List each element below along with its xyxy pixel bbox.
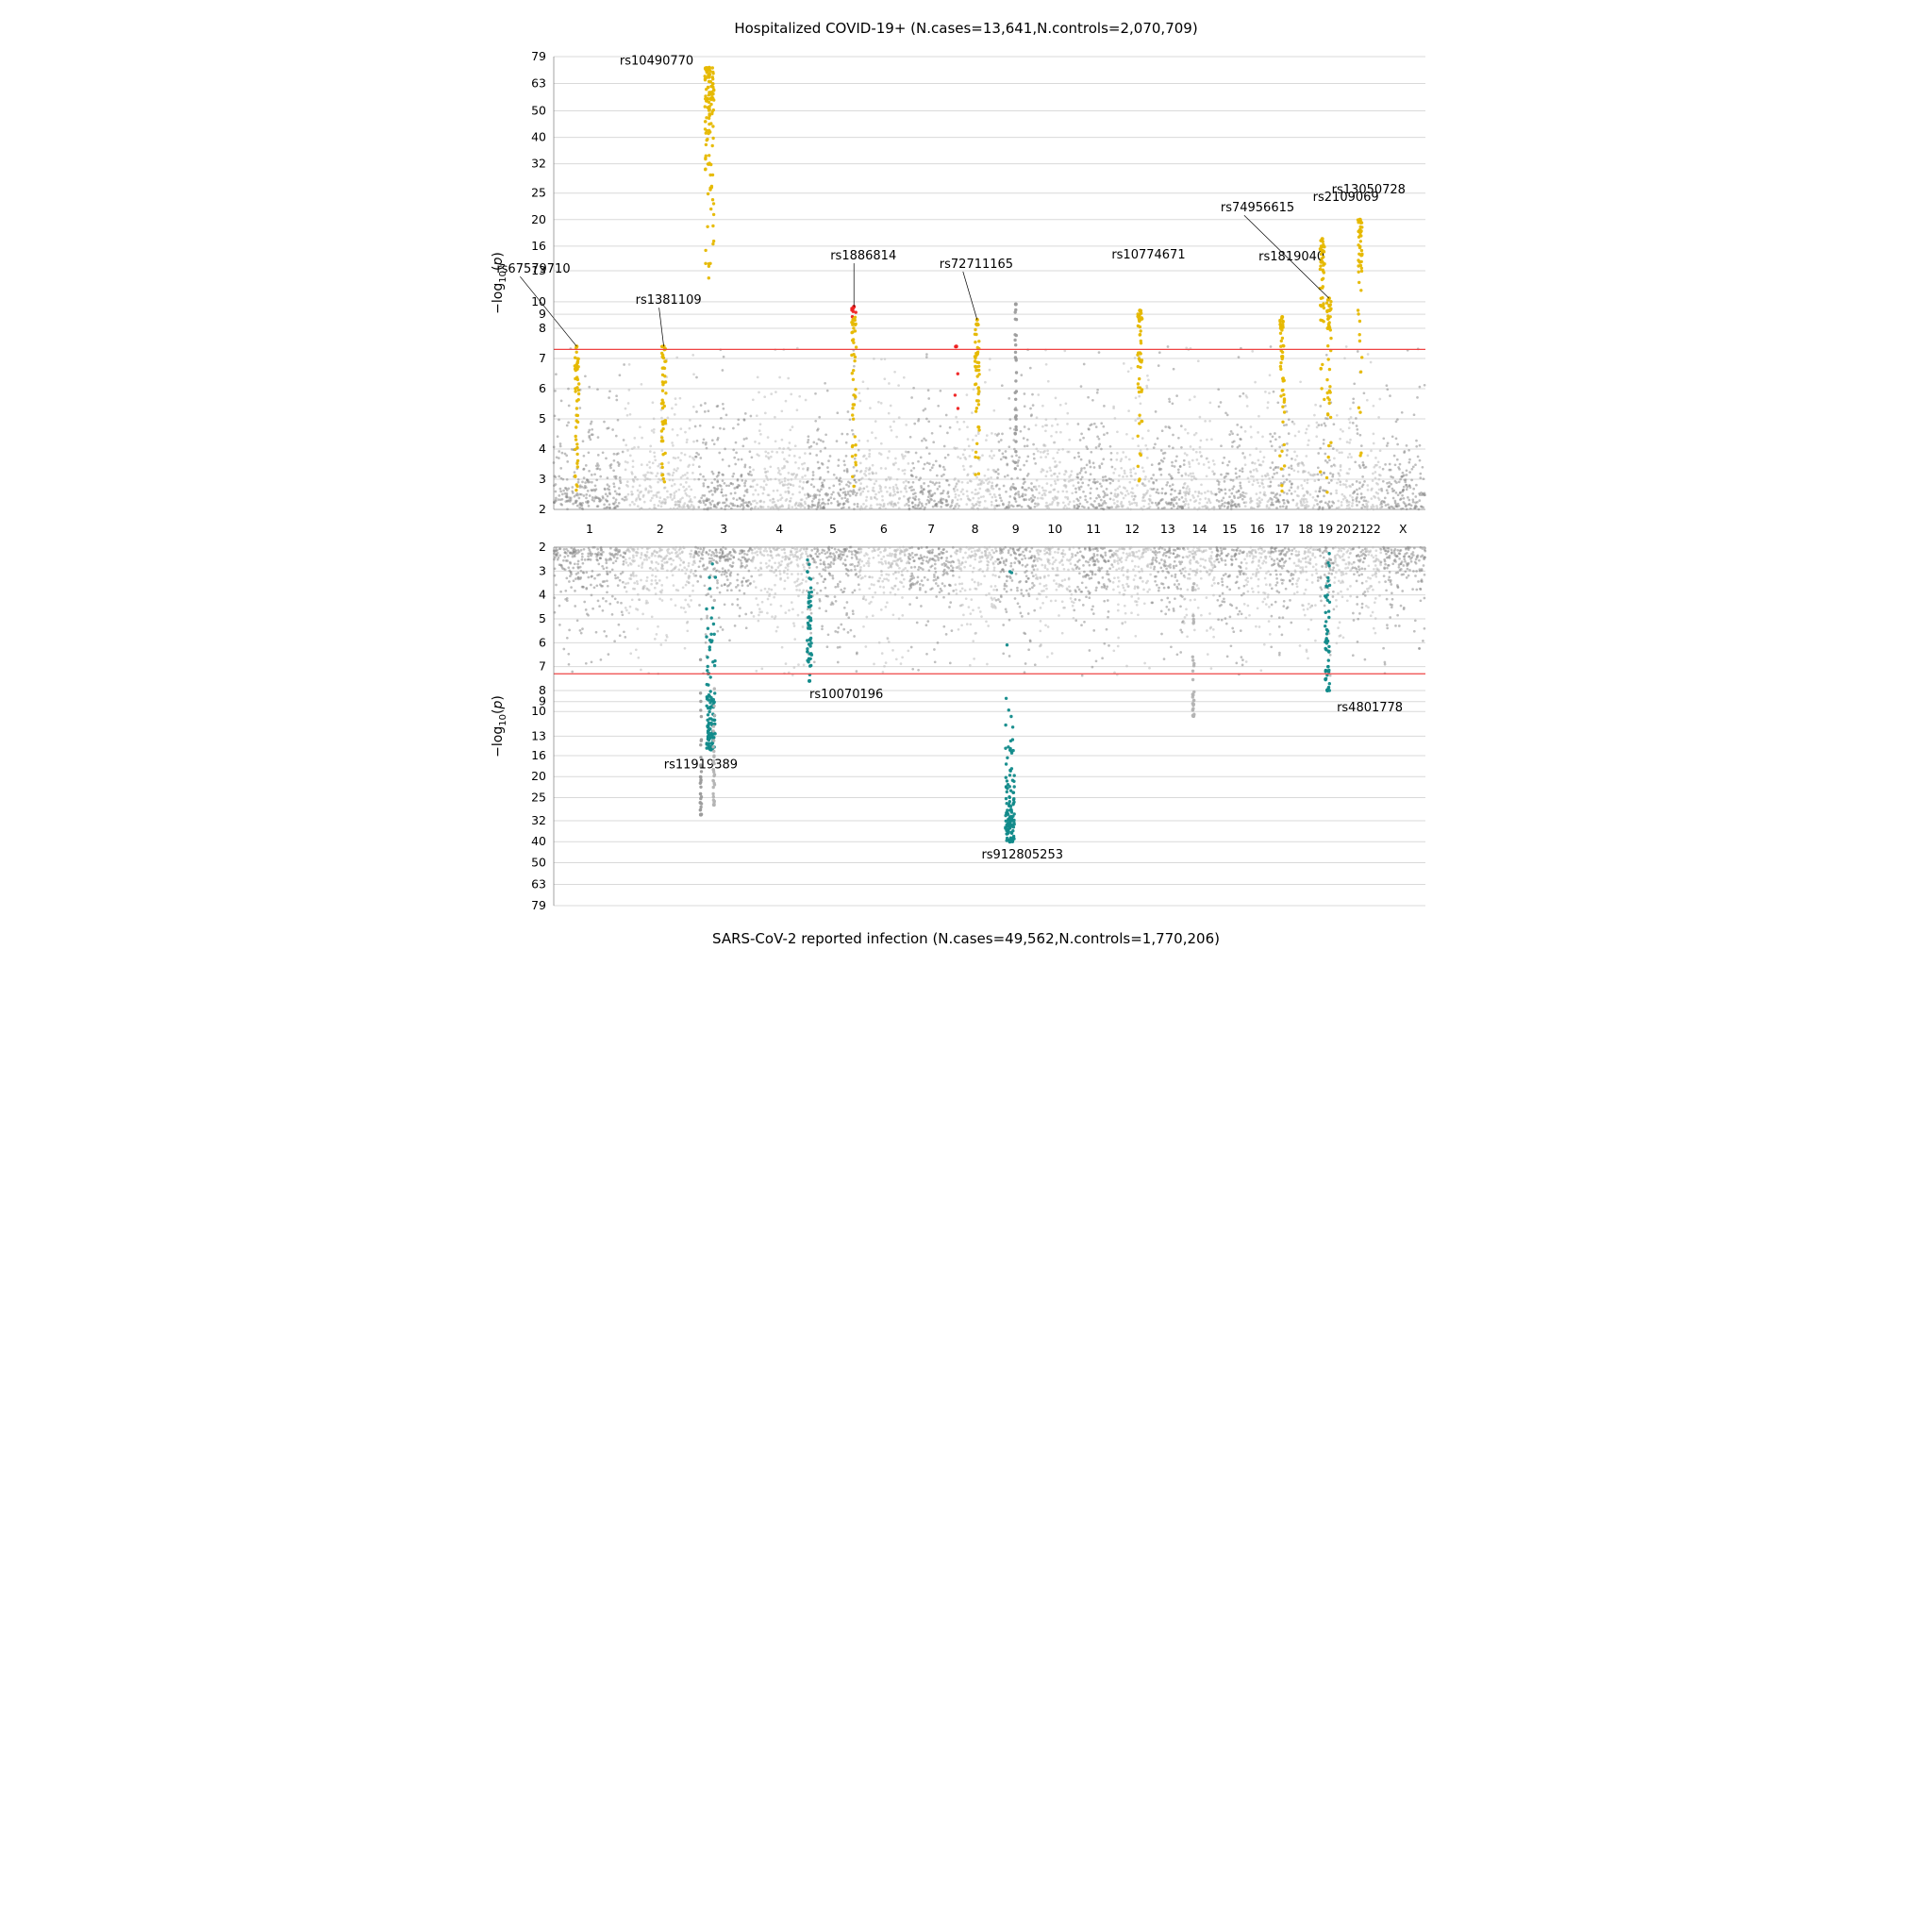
chromosome-tick: 21 [1352,522,1367,536]
chromosome-tick: 22 [1366,522,1381,536]
snp-label: rs13050728 [1332,183,1406,197]
y-tick-top: 5 [539,411,546,425]
chromosome-tick: 10 [1047,522,1062,536]
chromosome-tick: 13 [1160,522,1175,536]
figure-container: Hospitalized COVID-19+ (N.cases=13,641,N… [483,0,1449,966]
y-tick-bottom: 79 [531,898,546,912]
chromosome-tick: 6 [880,522,888,536]
snp-label: rs1886814 [830,249,896,263]
y-tick-top: 32 [531,157,546,171]
y-axis-label: −log10(p) [491,695,508,758]
y-tick-bottom: 40 [531,834,546,848]
y-tick-bottom: 13 [531,728,546,742]
snp-label: rs72711165 [940,258,1013,272]
snp-label: rs912805253 [981,848,1063,862]
chromosome-tick: 11 [1086,522,1101,536]
y-tick-top: 40 [531,130,546,144]
snp-label: rs67579710 [496,262,570,276]
y-tick-top: 50 [531,104,546,118]
snp-label: rs10070196 [809,688,883,702]
y-tick-top: 20 [531,212,546,226]
chromosome-tick: 8 [972,522,979,536]
snp-label: rs1381109 [636,293,702,308]
chromosome-tick: 19 [1318,522,1333,536]
y-tick-bottom: 25 [531,790,546,804]
chromosome-tick: 4 [775,522,783,536]
y-tick-top: 79 [531,49,546,63]
chromosome-tick: 17 [1274,522,1290,536]
y-tick-bottom: 63 [531,876,546,891]
y-tick-bottom: 6 [539,635,546,649]
y-tick-bottom: 3 [539,563,546,577]
chromosome-tick: 14 [1192,522,1208,536]
chromosome-tick: 5 [829,522,837,536]
chromosome-tick: 12 [1124,522,1140,536]
y-tick-bottom: 16 [531,748,546,762]
y-tick-top: 63 [531,75,546,90]
y-tick-bottom: 2 [539,540,546,554]
y-tick-bottom: 4 [539,588,546,602]
chromosome-tick: 3 [720,522,727,536]
snp-label: rs4801778 [1337,701,1403,715]
snp-label: rs10774671 [1111,248,1185,262]
y-tick-bottom: 20 [531,769,546,783]
snp-label: rs10490770 [620,55,693,69]
y-tick-top: 8 [539,321,546,335]
chromosome-tick: 9 [1012,522,1020,536]
chromosome-tick: 7 [927,522,935,536]
y-tick-top: 16 [531,239,546,253]
y-tick-top: 2 [539,502,546,516]
y-tick-bottom: 32 [531,813,546,827]
y-tick-top: 3 [539,472,546,486]
chromosome-tick: X [1399,522,1407,536]
chromosome-tick: 18 [1298,522,1313,536]
y-tick-bottom: 50 [531,855,546,869]
chromosome-tick: 1 [586,522,593,536]
chromosome-tick: 20 [1336,522,1351,536]
y-axis-label: −log10(p) [491,252,508,314]
y-tick-top: 4 [539,441,546,456]
bottom-plot-title: SARS-CoV-2 reported infection (N.cases=4… [712,930,1220,947]
y-tick-bottom: 7 [539,659,546,674]
y-tick-top: 9 [539,307,546,321]
snp-label: rs74956615 [1221,201,1294,215]
manhattan-plot-svg: Hospitalized COVID-19+ (N.cases=13,641,N… [483,0,1449,966]
y-tick-top: 25 [531,186,546,200]
chromosome-tick: 2 [657,522,664,536]
y-tick-bottom: 10 [531,704,546,718]
y-tick-bottom: 5 [539,611,546,625]
y-tick-top: 6 [539,381,546,395]
snp-label: rs11919389 [664,758,738,773]
y-tick-top: 7 [539,351,546,365]
chromosome-tick: 15 [1223,522,1238,536]
top-plot-title: Hospitalized COVID-19+ (N.cases=13,641,N… [734,20,1197,37]
chromosome-tick: 16 [1250,522,1265,536]
